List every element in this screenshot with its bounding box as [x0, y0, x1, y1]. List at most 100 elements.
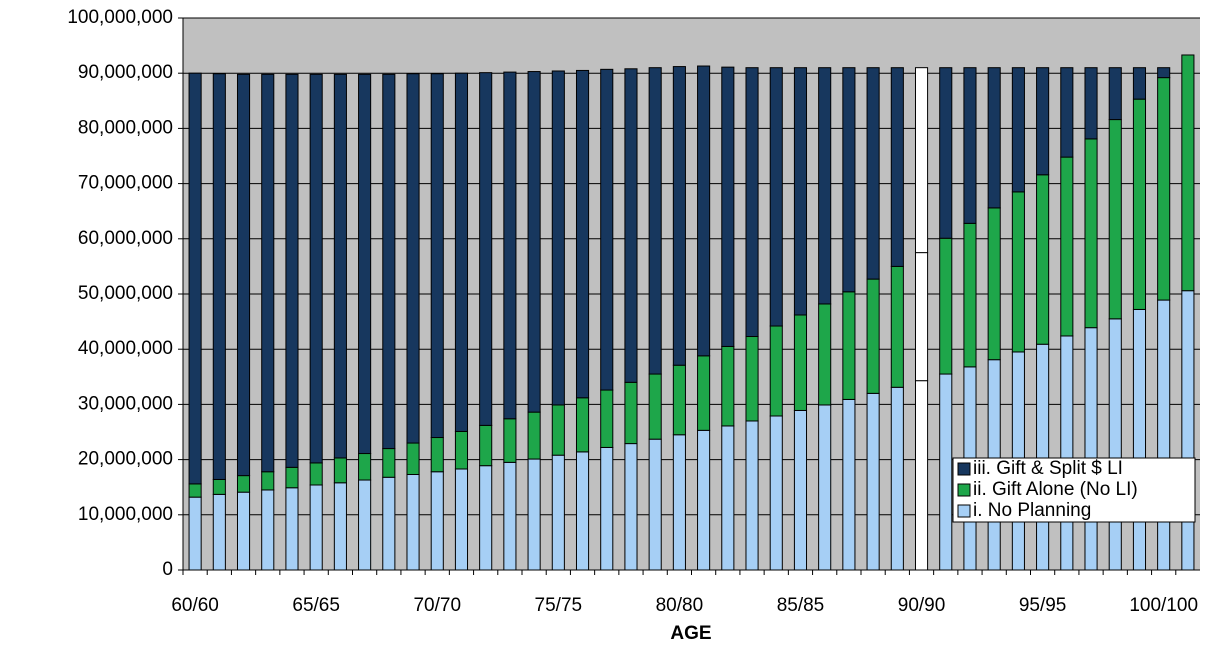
- bar-segment: [575, 397, 590, 453]
- bar-segment: [1036, 174, 1050, 345]
- y-tick-label: 100,000,000: [67, 7, 173, 28]
- bar-segment: [648, 67, 662, 375]
- bar-segment: [939, 67, 953, 239]
- bar-segment: [382, 73, 396, 450]
- bar-segment: [1011, 191, 1025, 353]
- bar-segment: [1157, 77, 1171, 301]
- bar-segment: [285, 466, 299, 489]
- bar-segment: [1084, 138, 1098, 329]
- bar-segment: [503, 71, 517, 420]
- bar-segment: [697, 355, 711, 431]
- bar-segment: [890, 265, 904, 388]
- bar-segment: [963, 222, 977, 368]
- bar-segment: [769, 415, 783, 571]
- bar-segment: [430, 73, 444, 439]
- bar-segment: [721, 66, 735, 347]
- bar-segment: [745, 420, 759, 571]
- x-tick-label: 80/80: [656, 595, 704, 616]
- y-tick-label: 90,000,000: [78, 62, 173, 83]
- bar-segment: [430, 437, 444, 473]
- bar-segment: [212, 478, 226, 495]
- bar-segment: [1157, 67, 1171, 79]
- bar-segment: [551, 454, 565, 571]
- x-tick-label: 95/95: [1019, 595, 1067, 616]
- bar-segment: [818, 303, 832, 406]
- bar-segment: [285, 487, 299, 571]
- bar-segment: [406, 474, 420, 571]
- x-tick-label: 100/100: [1129, 595, 1198, 616]
- bar-segment: [939, 237, 953, 375]
- bar-segment: [890, 67, 904, 267]
- bar-segment: [769, 67, 783, 327]
- y-tick-label: 20,000,000: [78, 449, 173, 470]
- y-tick-label: 60,000,000: [78, 228, 173, 249]
- bar-segment: [697, 65, 711, 357]
- bar-segment: [575, 451, 590, 571]
- bar-segment: [527, 411, 541, 460]
- bar-segment: [261, 73, 275, 473]
- bar-segment: [188, 496, 202, 571]
- bar-segment: [285, 73, 299, 468]
- bar-segment: [1084, 67, 1098, 140]
- bar-segment: [454, 468, 469, 571]
- bar-segment: [745, 67, 759, 338]
- x-tick-label: 75/75: [535, 595, 583, 616]
- bar-segment: [454, 72, 469, 432]
- legend-box: [952, 457, 1196, 523]
- bar-segment: [236, 475, 251, 493]
- y-tick-label: 50,000,000: [78, 283, 173, 304]
- bar-segment: [309, 484, 323, 571]
- bar-segment: [793, 314, 808, 411]
- bar-segment: [1036, 67, 1050, 176]
- legend-swatch: [957, 504, 971, 518]
- bar-segment: [551, 70, 565, 406]
- bar-segment: [261, 489, 275, 571]
- bar-segment: [575, 69, 590, 399]
- bar-segment: [600, 446, 614, 571]
- bar-segment: [890, 386, 904, 571]
- bar-segment: [309, 462, 323, 486]
- bar-segment: [430, 471, 444, 571]
- bar-segment: [987, 67, 1001, 209]
- bar-segment: [721, 425, 735, 571]
- bar-segment: [697, 429, 711, 571]
- bar-segment: [793, 409, 808, 571]
- bar-segment: [212, 493, 226, 571]
- bar-segment: [1108, 67, 1122, 121]
- bar-segment: [333, 73, 347, 459]
- legend-swatch: [957, 462, 971, 476]
- x-axis-label: AGE: [670, 623, 711, 644]
- bar-segment: [358, 73, 372, 455]
- y-tick-label: 70,000,000: [78, 173, 173, 194]
- bar-segment: [1011, 67, 1025, 193]
- bar-segment: [1060, 335, 1074, 571]
- bar-segment: [454, 430, 469, 470]
- bar-segment: [479, 424, 493, 467]
- legend-swatch: [957, 483, 971, 497]
- bar-segment: [1108, 119, 1122, 320]
- bar-segment: [479, 465, 493, 571]
- bar-segment: [527, 71, 541, 413]
- bar-segment: [624, 443, 638, 571]
- bar-segment: [842, 67, 856, 293]
- bar-segment: [527, 458, 541, 571]
- bar-segment: [987, 207, 1001, 361]
- bar-segment: [648, 373, 662, 440]
- bar-segment: [866, 67, 880, 280]
- bar-segment: [1108, 318, 1122, 571]
- bar-segment: [721, 345, 735, 427]
- bar-segment: [672, 364, 686, 436]
- bar-segment: [939, 373, 953, 571]
- bar-segment: [1132, 308, 1147, 571]
- bar-segment: [333, 457, 347, 484]
- bar-segment: [818, 67, 832, 305]
- bar-segment: [624, 68, 638, 383]
- bar-segment: [769, 325, 783, 417]
- bar-segment: [188, 483, 202, 498]
- bar-segment: [309, 73, 323, 464]
- bar-segment: [600, 389, 614, 448]
- bar-segment: [479, 72, 493, 426]
- bar-segment: [866, 392, 880, 571]
- bar-segment: [1157, 299, 1171, 571]
- bar-segment: [551, 404, 565, 456]
